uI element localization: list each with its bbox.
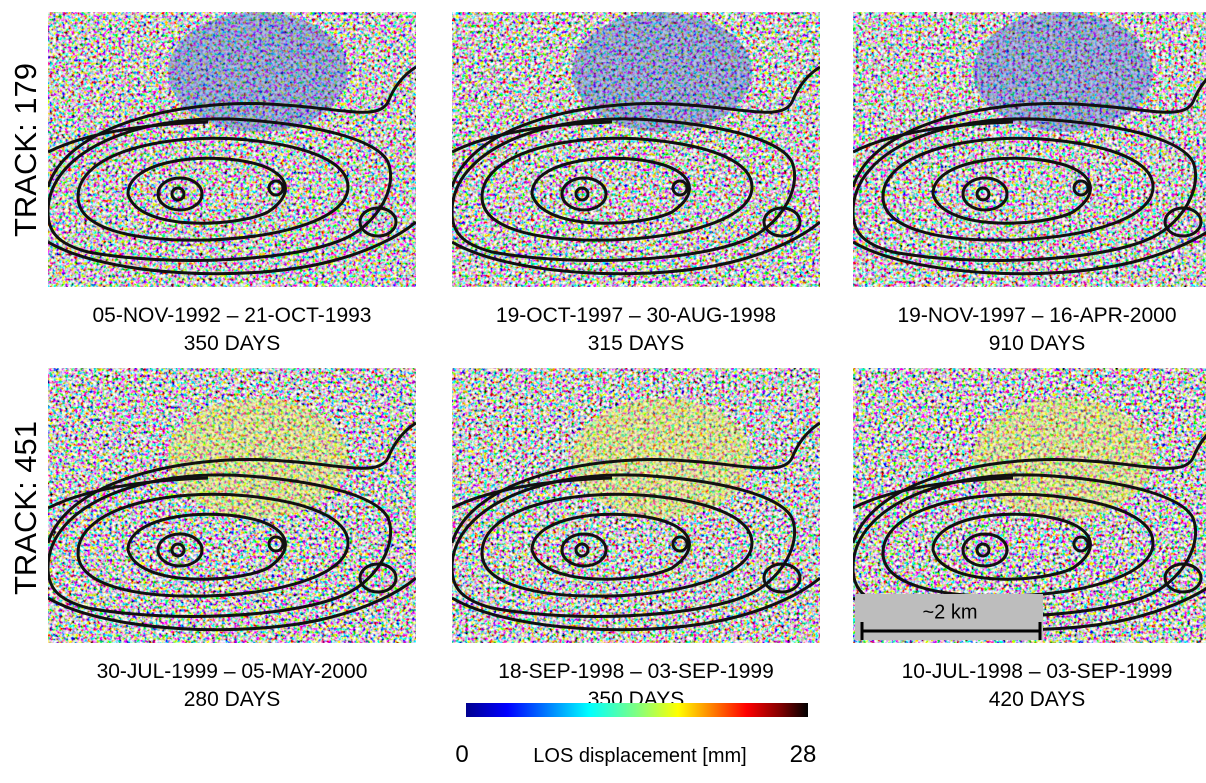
- interferogram: [452, 12, 820, 287]
- panel-dates: 18-SEP-1998 – 03-SEP-1999: [498, 660, 774, 683]
- row-label: TRACK: 179: [8, 63, 43, 237]
- interferogram: [48, 12, 416, 287]
- scale-bar: ~2 km: [855, 594, 1043, 640]
- interferogram-panel: [853, 12, 1206, 287]
- interferogram-panel: [48, 368, 416, 643]
- colorbar-max: 28: [790, 741, 817, 768]
- interferogram-panel: [48, 12, 416, 287]
- deformation-signal: [572, 12, 752, 132]
- interferogram: [48, 368, 416, 643]
- panel-dates: 19-OCT-1997 – 30-AUG-1998: [496, 304, 776, 327]
- panel-dates: 30-JUL-1999 – 05-MAY-2000: [97, 660, 368, 683]
- interferogram-panel: [452, 12, 820, 287]
- panel-duration: 910 DAYS: [989, 332, 1086, 355]
- panel-dates: 05-NOV-1992 – 21-OCT-1993: [93, 304, 372, 327]
- deformation-signal: [572, 398, 752, 518]
- panel-dates: 10-JUL-1998 – 03-SEP-1999: [902, 660, 1173, 683]
- interferogram-panel: [452, 368, 820, 643]
- deformation-signal: [973, 12, 1153, 132]
- deformation-signal: [168, 12, 348, 132]
- colorbar-gradient: [466, 703, 808, 717]
- panel-duration: 420 DAYS: [989, 688, 1086, 711]
- panel-duration: 315 DAYS: [588, 332, 685, 355]
- row-label: TRACK: 451: [8, 421, 43, 595]
- colorbar-min: 0: [455, 741, 468, 768]
- row-labels: TRACK: 179 TRACK: 451: [8, 63, 43, 595]
- interferogram: [452, 368, 820, 643]
- scale-bar-label: ~2 km: [922, 601, 977, 623]
- colorbar: 0 LOS displacement [mm] 28: [455, 703, 816, 768]
- deformation-signal: [168, 398, 348, 518]
- panel-dates: 19-NOV-1997 – 16-APR-2000: [898, 304, 1177, 327]
- deformation-signal: [973, 398, 1153, 518]
- panel-duration: 280 DAYS: [184, 688, 281, 711]
- panel-duration: 350 DAYS: [184, 332, 281, 355]
- colorbar-label: LOS displacement [mm]: [533, 745, 746, 767]
